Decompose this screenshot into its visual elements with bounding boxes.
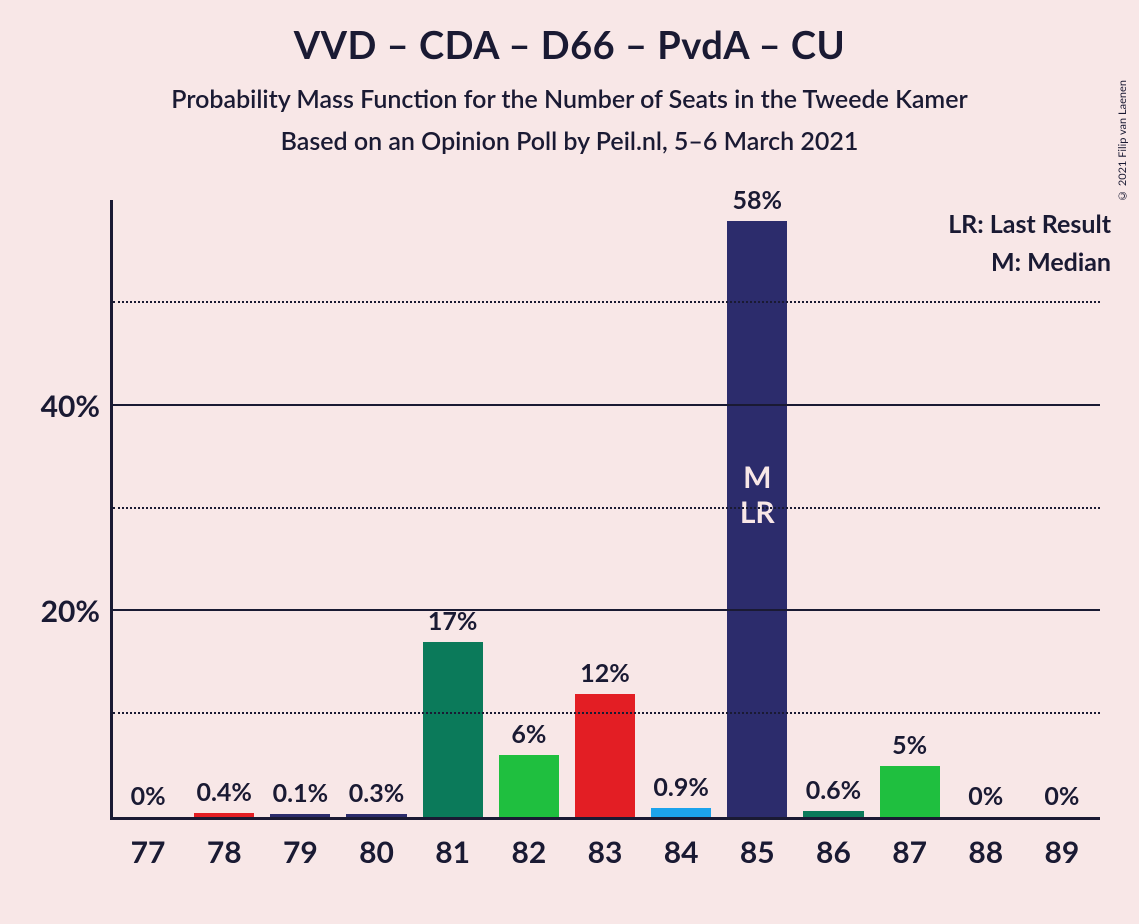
x-tick-label: 84 — [664, 822, 699, 870]
x-tick-label: 88 — [968, 822, 1003, 870]
x-tick-label: 80 — [359, 822, 394, 870]
x-tick-label: 77 — [131, 822, 166, 870]
x-tick-label: 87 — [892, 822, 927, 870]
y-tick-label: 40% — [41, 388, 100, 424]
x-tick-label: 89 — [1045, 822, 1080, 870]
bars-container: 0% 0.4% 0.1% 0.3% 17% 6% 12% 0.9% 58%MLR 0.6% 5% 0%… — [110, 200, 1100, 817]
x-tick-label: 78 — [207, 822, 242, 870]
gridline-major — [113, 404, 1100, 406]
chart-title: VVD – CDA – D66 – PvdA – CU — [0, 0, 1139, 68]
bar-value-label: 0.3% — [349, 778, 404, 814]
bar: 0.3% — [346, 814, 406, 817]
copyright-text: © 2021 Filip van Laenen — [1116, 80, 1129, 202]
x-tick-label: 86 — [816, 822, 851, 870]
bar-value-label: 0.4% — [196, 777, 251, 813]
x-tick-label: 81 — [435, 822, 470, 870]
bar: 58%MLR — [727, 221, 787, 817]
bar: 6% — [499, 755, 559, 817]
bar-value-label: 6% — [511, 719, 546, 755]
chart-subtitle-1: Probability Mass Function for the Number… — [0, 84, 1139, 114]
bar-value-label: 0.6% — [806, 775, 861, 811]
bar-value-label: 58% — [733, 185, 783, 221]
bar-value-label: 0% — [968, 781, 1003, 817]
bar-value-label: 0% — [1044, 781, 1079, 817]
x-tick-label: 79 — [283, 822, 318, 870]
gridline-minor — [113, 301, 1100, 303]
bar: 0.6% — [803, 811, 863, 817]
x-tick-label: 82 — [511, 822, 546, 870]
x-tick-label: 85 — [740, 822, 775, 870]
bar-value-label: 0.9% — [653, 772, 708, 808]
bar: 17% — [423, 642, 483, 817]
y-tick-label: 20% — [41, 593, 100, 629]
bar-value-label: 12% — [580, 658, 630, 694]
bar: 0.9% — [651, 808, 711, 817]
bar-value-label: 0% — [131, 781, 166, 817]
gridline-minor — [113, 712, 1100, 714]
bar: 0.4% — [194, 813, 254, 817]
bar: 0.1% — [270, 814, 330, 817]
chart-subtitle-2: Based on an Opinion Poll by Peil.nl, 5–6… — [0, 126, 1139, 156]
bar-annotation: MLR — [740, 460, 775, 529]
x-axis — [110, 817, 1100, 820]
bar-value-label: 17% — [428, 606, 478, 642]
x-tick-label: 83 — [588, 822, 623, 870]
bar: 5% — [880, 766, 940, 817]
gridline-major — [113, 609, 1100, 611]
chart-plot-area: 0% 0.4% 0.1% 0.3% 17% 6% 12% 0.9% 58%MLR 0.6% 5% 0%… — [110, 200, 1100, 820]
gridline-minor — [113, 507, 1100, 509]
bar-value-label: 0.1% — [273, 778, 328, 814]
bar-value-label: 5% — [892, 730, 927, 766]
